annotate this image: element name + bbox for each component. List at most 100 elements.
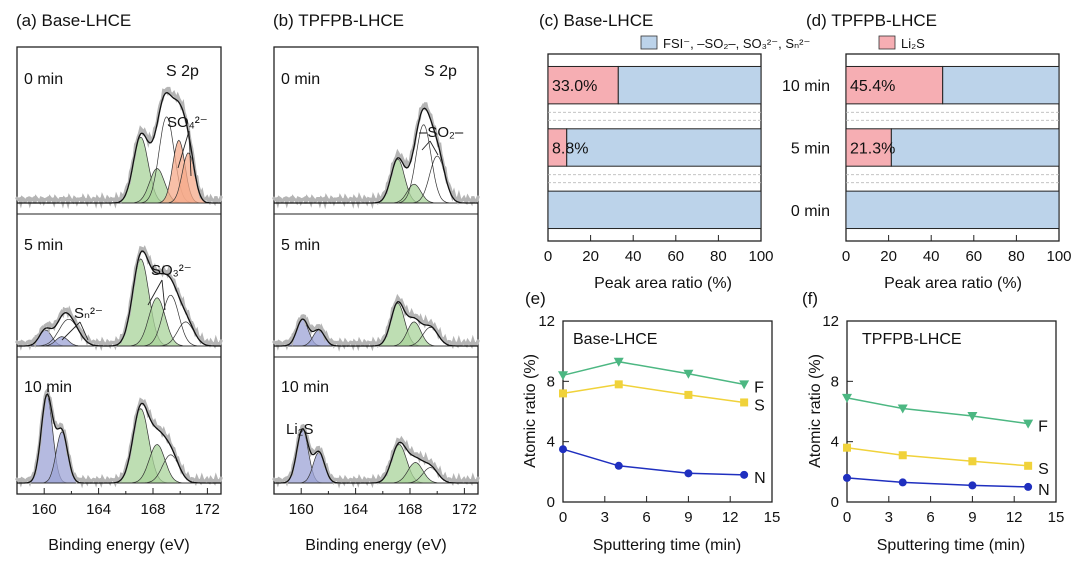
panel-f-y-label: Atomic ratio (%): [807, 354, 824, 468]
panel-c-title: (c) Base-LHCE: [539, 11, 653, 30]
x-tick-label: 6: [642, 509, 650, 526]
series-marker: [967, 412, 978, 422]
xps-component-peak: [17, 321, 221, 347]
panel-e: (e) Base-LHCE 0 3 6 9 12 15 0 4 8 12 FS N Atomic ra…: [522, 289, 780, 554]
series-line: [846, 397, 1029, 425]
x-tick-label: 160: [32, 501, 57, 518]
bar-segment: [942, 65, 1060, 105]
panel-a-annotation: SO₃²⁻: [151, 262, 192, 279]
panel-b-sub-label: 10 min: [281, 379, 329, 396]
x-tick-label: 60: [965, 248, 982, 265]
x-tick-label: 40: [625, 248, 642, 265]
series-marker: [740, 398, 749, 407]
panel-a-annotation: Sₙ²⁻: [74, 305, 103, 322]
panel-b-spectra: [272, 102, 480, 489]
y-tick-label: 0: [831, 494, 839, 511]
x-tick-label: 168: [397, 501, 422, 518]
series-marker: [559, 389, 567, 398]
bar-data-label: 45.4%: [850, 78, 895, 95]
panel-d-x-label: Peak area ratio (%): [884, 275, 1022, 292]
series-line: [562, 360, 745, 386]
panel-f-plot: 0 3 6 9 12 15 0 4 8 12 F SN: [822, 313, 1064, 526]
panel-f: (f) TPFPB-LHCE 0 3 6 9 12 15 0 4 8 12 F SN Atomic r…: [802, 289, 1064, 554]
panel-b-sub-label: 0 min: [281, 71, 320, 88]
panel-b-sub-label: 5 min: [281, 237, 320, 254]
series-marker: [739, 380, 750, 390]
series-marker: [614, 461, 623, 470]
panel-d-title: (d) TPFPB-LHCE: [806, 11, 937, 30]
xps-envelope: [274, 428, 478, 484]
series-line: [562, 383, 745, 404]
panel-b-annotation: –SO₂–: [419, 124, 464, 141]
y-tick-label: 4: [831, 434, 839, 451]
panel-a-region-label: S 2p: [166, 63, 199, 80]
series-marker: [1024, 482, 1033, 491]
x-tick-label: 172: [452, 501, 477, 518]
x-tick-label: 0: [843, 509, 851, 526]
panel-a-title: (a) Base-LHCE: [16, 11, 131, 30]
x-tick-label: 0: [544, 248, 552, 265]
x-tick-label: 80: [1008, 248, 1025, 265]
series-label: N: [1038, 482, 1050, 499]
panel-a-x-label: Binding energy (eV): [48, 537, 189, 554]
bar-segment: [890, 128, 1060, 167]
bar-data-label: 8.8%: [552, 141, 588, 158]
panel-f-letter: (f): [802, 289, 818, 308]
panel-e-frame: [562, 320, 773, 503]
panel-a-frame: [16, 46, 222, 495]
x-tick-label: 9: [684, 509, 692, 526]
panel-a-annotation-line: [161, 279, 166, 311]
legend-swatch-blue: [640, 35, 658, 50]
x-tick-label: 12: [1006, 509, 1023, 526]
series-marker: [968, 457, 977, 466]
xps-envelope: [17, 250, 221, 347]
series-line: [846, 477, 1029, 488]
xps-raw-data: [15, 245, 223, 351]
panel-d: (d) TPFPB-LHCE 10 min 5 min 0 min 45.4% 21.…: [782, 11, 1072, 292]
x-tick-label: 20: [582, 248, 599, 265]
panel-b-x-ticks: 160 164 168 172: [289, 488, 477, 518]
series-marker: [1024, 461, 1033, 470]
y-tick-label: 4: [547, 434, 555, 451]
x-tick-label: 3: [885, 509, 893, 526]
x-tick-label: 172: [195, 501, 220, 518]
legend: FSI⁻, –SO₂–, SO₃²⁻, Sₙ²⁻ Li₂S: [640, 35, 925, 51]
panel-b: (b) TPFPB-LHCE 0 min 5 min 10 min S 2p –…: [272, 11, 480, 554]
bar-segment: [617, 65, 762, 105]
bar-data-label: 33.0%: [552, 78, 597, 95]
x-tick-label: 164: [86, 501, 111, 518]
bar-segment: [845, 190, 1060, 230]
bar-category-label: 0 min: [791, 203, 830, 220]
panel-a-sub-label: 0 min: [24, 71, 63, 88]
panel-a-spectra: [15, 86, 223, 489]
panel-b-frame: [273, 46, 479, 495]
panel-f-x-label: Sputtering time (min): [877, 537, 1026, 554]
series-line: [562, 448, 745, 476]
panel-e-letter: (e): [525, 289, 546, 308]
bar-category-label: 10 min: [782, 78, 830, 95]
series-marker: [559, 445, 567, 454]
x-tick-label: 40: [923, 248, 940, 265]
panel-c-bars: 33.0% 8.8%: [547, 65, 762, 230]
panel-c-x-ticks: 0 20 40 60 80 100: [544, 235, 774, 265]
x-tick-label: 3: [601, 509, 609, 526]
panel-a-sub-label: 5 min: [24, 237, 63, 254]
panel-f-frame: [846, 320, 1057, 503]
panel-b-annotation-line: [421, 140, 431, 151]
xps-envelope: [274, 107, 478, 204]
series-marker: [898, 451, 907, 460]
x-tick-label: 15: [1048, 509, 1065, 526]
panel-e-plot: 0 3 6 9 12 15 0 4 8 12 FS N: [538, 313, 780, 526]
panel-b-annotation: Li₂S: [286, 421, 314, 438]
panel-a-annotation-line: [177, 130, 190, 169]
panel-a: (a) Base-LHCE 0 min 5 min 10 min S 2p SO…: [15, 11, 223, 554]
panel-b-annotation-line: [429, 140, 439, 156]
x-tick-label: 6: [926, 509, 934, 526]
x-tick-label: 100: [748, 248, 773, 265]
series-label: S: [754, 397, 765, 414]
series-marker: [968, 481, 977, 490]
x-tick-label: 100: [1046, 248, 1071, 265]
series-marker: [614, 380, 623, 389]
x-tick-label: 164: [343, 501, 368, 518]
